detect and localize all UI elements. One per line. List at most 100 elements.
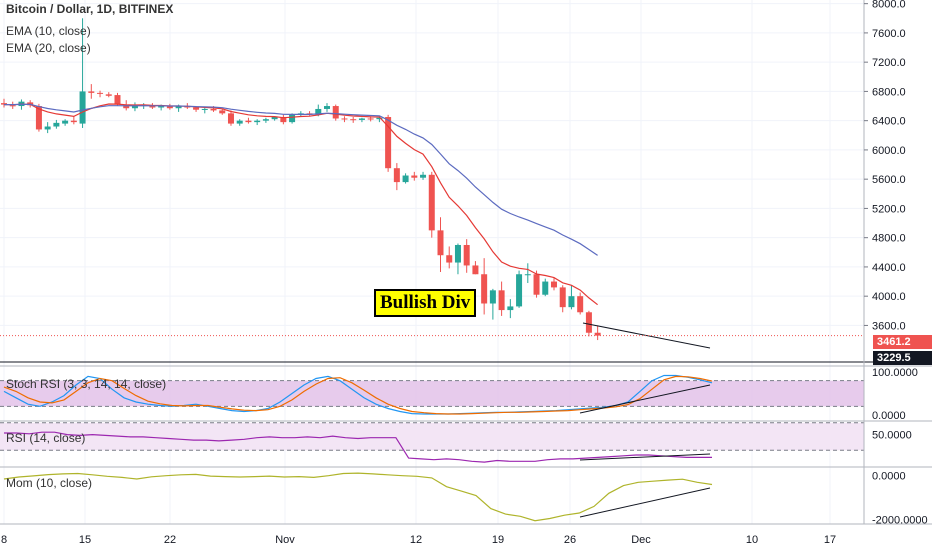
candle-body <box>428 174 435 231</box>
mom-y-label: 0.0000 <box>872 471 906 483</box>
candle-body <box>437 230 444 256</box>
stoch-band-fill <box>0 380 864 407</box>
candle-body <box>280 117 287 123</box>
divergence-lines <box>579 322 711 518</box>
ema-lines <box>3 103 598 306</box>
ema10-line <box>3 103 598 306</box>
candle-body <box>105 94 112 96</box>
symbol-title: Bitcoin / Dollar, 1D, BITFINEX <box>6 2 174 16</box>
low-price-tag: 3229.5 <box>873 351 932 365</box>
mom-label: Mom (10, close) <box>6 476 93 490</box>
stoch-d-line <box>3 375 713 415</box>
candle-body <box>271 117 278 120</box>
stoch-rsi-label: Stoch RSI (3, 3, 14, 14, close) <box>6 377 167 391</box>
candle-body <box>577 296 584 313</box>
candle-body <box>550 281 557 288</box>
indicator-lines <box>3 374 713 522</box>
candle-body <box>315 108 322 115</box>
candle-body <box>542 281 549 295</box>
candle-body <box>585 312 592 333</box>
candle-body <box>1 103 7 105</box>
y-tick-label: 7200.0 <box>872 57 906 69</box>
candle-body <box>463 244 470 266</box>
price-divergence-line <box>582 322 711 349</box>
x-tick-label: 17 <box>824 534 836 546</box>
ema20-line <box>4 103 598 256</box>
candle-body <box>385 117 392 169</box>
y-tick-label: 4000.0 <box>872 291 906 303</box>
x-tick-label: 19 <box>492 534 504 546</box>
x-tick-label: 22 <box>164 534 176 546</box>
candle-body <box>149 105 156 108</box>
candle-body <box>358 118 365 120</box>
candle-body <box>70 120 77 123</box>
candle-body <box>166 106 173 109</box>
mom-line <box>3 472 713 522</box>
candle-body <box>254 120 261 123</box>
candle-body <box>9 105 16 107</box>
y-tick-label: 4800.0 <box>872 233 906 245</box>
candle-body <box>498 290 505 311</box>
candle-body <box>533 274 540 295</box>
candle-body <box>114 95 121 105</box>
candle-body <box>123 104 130 109</box>
candle-body <box>568 296 575 308</box>
y-tick-label: 4400.0 <box>872 262 906 274</box>
rsi-divergence-line <box>579 453 711 461</box>
candle-body <box>559 287 566 308</box>
candle-body <box>376 117 383 120</box>
ema10-legend: EMA (10, close) <box>6 24 91 38</box>
candle-body <box>219 110 226 114</box>
candlestick-series <box>1 18 601 341</box>
x-tick-label: 8 <box>1 534 7 546</box>
candle-body <box>236 120 243 124</box>
candle-body <box>289 114 296 123</box>
candle-body <box>44 126 51 130</box>
candle-body <box>79 91 86 124</box>
stoch-k-line <box>3 374 713 415</box>
candle-body <box>245 120 252 123</box>
rsi-line <box>4 431 712 463</box>
bullish-div-annotation: Bullish Div <box>374 289 477 317</box>
candle-body <box>367 118 374 120</box>
x-tick-label: 12 <box>410 534 422 546</box>
candle-body <box>193 107 200 110</box>
candle-body <box>227 113 234 124</box>
candle-body <box>411 175 418 178</box>
candle-body <box>454 244 461 263</box>
candle-body <box>472 265 479 275</box>
candle-body <box>446 255 453 263</box>
candle-body <box>420 174 427 178</box>
candle-body <box>62 120 69 124</box>
y-tick-label: 5600.0 <box>872 174 906 186</box>
candle-body <box>158 106 165 108</box>
stoch-y-label: 100.0000 <box>872 367 918 379</box>
candle-body <box>524 274 531 276</box>
ema20-legend: EMA (20, close) <box>6 41 91 55</box>
x-tick-label: Nov <box>275 534 295 546</box>
candle-body <box>402 175 409 183</box>
candle-body <box>507 306 514 311</box>
x-tick-label: 26 <box>564 534 576 546</box>
candle-body <box>97 92 104 94</box>
candle-body <box>350 119 357 121</box>
y-tick-label: 6400.0 <box>872 116 906 128</box>
x-tick-label: 15 <box>79 534 91 546</box>
candle-body <box>262 119 269 121</box>
candle-body <box>175 106 182 109</box>
candle-body <box>324 106 331 109</box>
candle-body <box>210 108 217 111</box>
candle-body <box>53 122 60 127</box>
candle-body <box>131 105 138 109</box>
candle-body <box>393 168 400 183</box>
x-tick-label: 10 <box>746 534 758 546</box>
candle-body <box>341 118 348 120</box>
mom-divergence-line <box>579 487 711 518</box>
candle-body <box>481 274 488 304</box>
x-tick-label: Dec <box>631 534 651 546</box>
y-tick-label: 6800.0 <box>872 86 906 98</box>
y-tick-label: 3600.0 <box>872 320 906 332</box>
y-tick-label: 8000.0 <box>872 0 906 11</box>
